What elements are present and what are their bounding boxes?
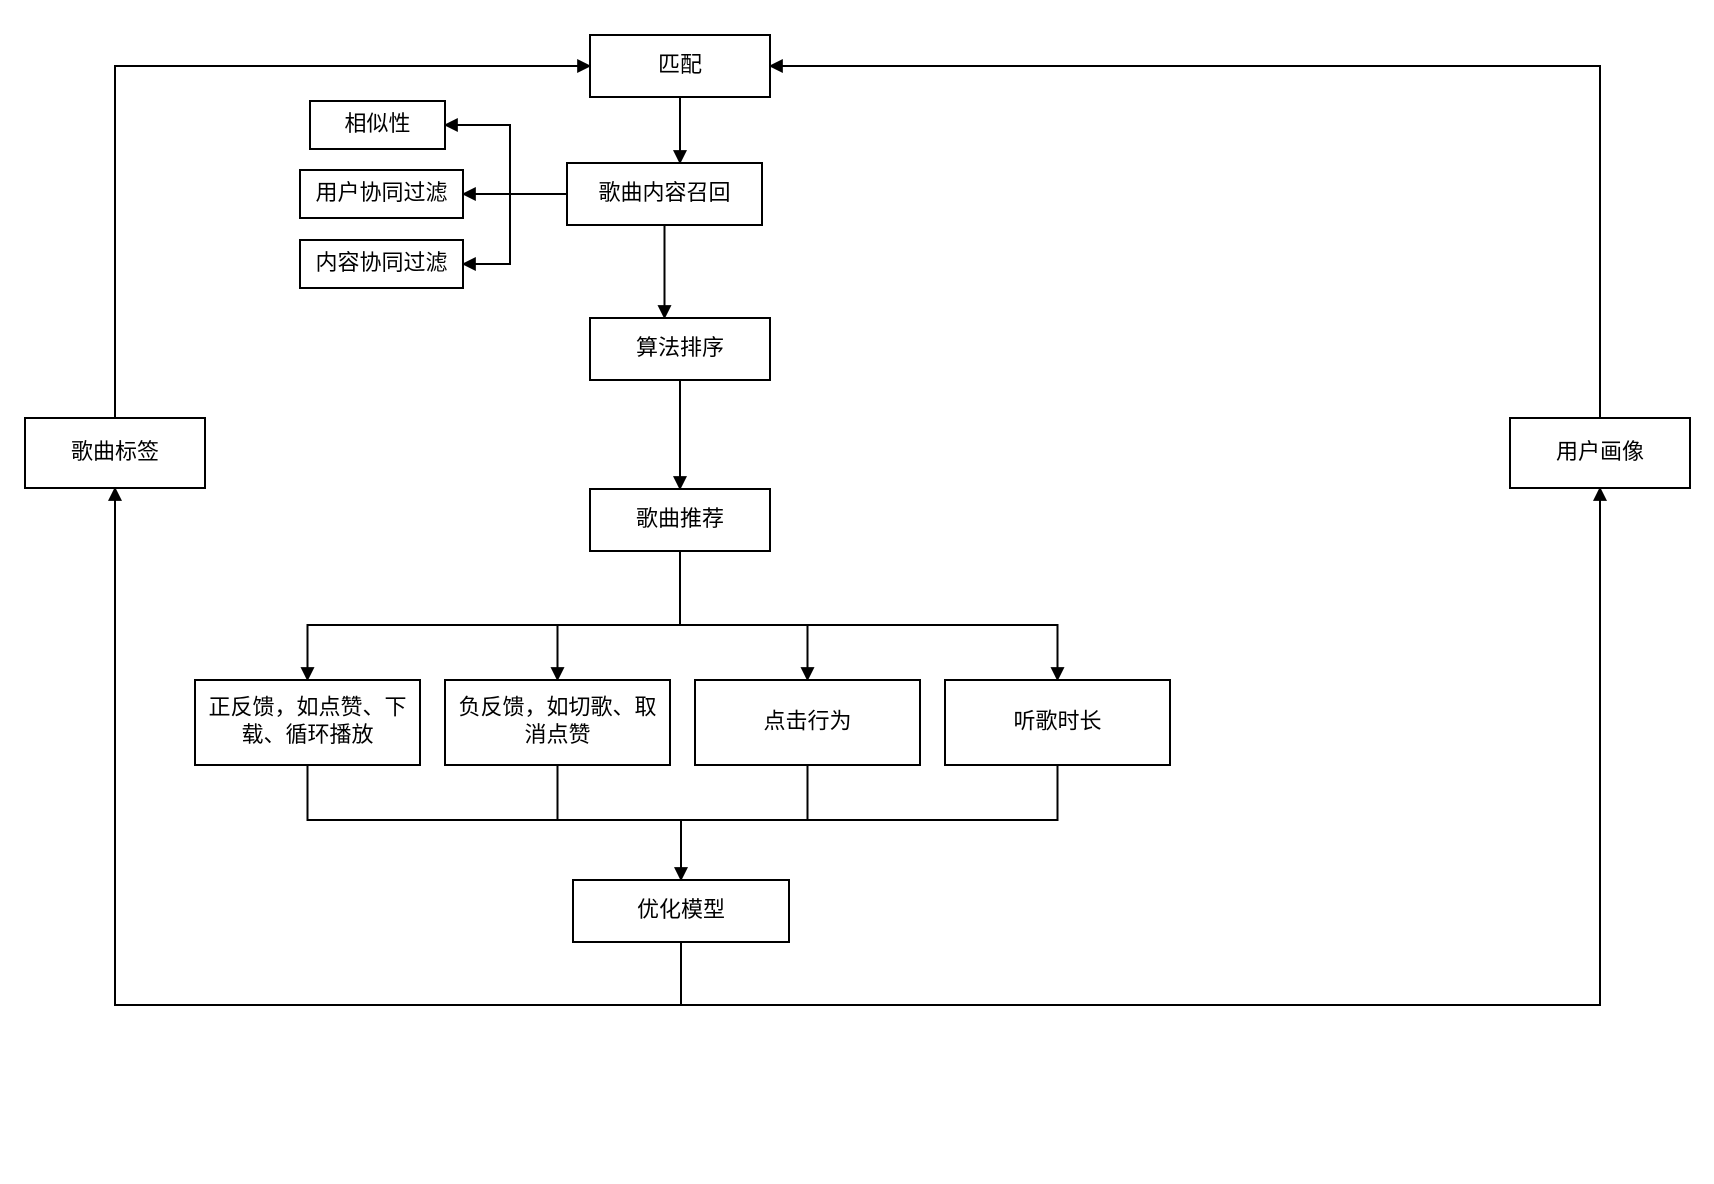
- flow-edge: [681, 765, 808, 820]
- flow-edge: [681, 765, 1058, 820]
- flow-edge: [308, 551, 681, 680]
- node-label: 内容协同过滤: [315, 250, 447, 275]
- node-label: 正反馈，如点赞、下: [208, 695, 406, 720]
- node-songtag: 歌曲标签: [25, 418, 205, 488]
- node-rec: 歌曲推荐: [590, 489, 770, 551]
- node-userportrait: 用户画像: [1510, 418, 1690, 488]
- flow-edge: [680, 551, 808, 680]
- flow-edge: [308, 765, 682, 820]
- node-sim: 相似性: [310, 101, 445, 149]
- flow-edge: [558, 551, 681, 680]
- node-rank: 算法排序: [590, 318, 770, 380]
- node-ucf: 用户协同过滤: [300, 170, 463, 218]
- node-label: 点击行为: [763, 708, 851, 733]
- flowchart-canvas: 匹配歌曲内容召回 相似性用户协同过滤内容协同过滤算法排序歌曲标签 用户画像歌曲推荐正…: [0, 0, 1714, 1184]
- flow-edge: [558, 765, 682, 820]
- node-label: 歌曲内容召回: [598, 180, 730, 205]
- node-pos: 正反馈，如点赞、下载、循环播放: [195, 680, 420, 765]
- node-label: 负反馈，如切歌、取: [458, 695, 656, 720]
- flow-edge: [680, 551, 1058, 680]
- node-label: 用户画像: [1556, 439, 1644, 464]
- node-label: 用户协同过滤: [315, 180, 447, 205]
- node-label: 载、循环播放: [241, 722, 373, 747]
- node-label: 相似性: [344, 111, 410, 136]
- node-label: 听歌时长: [1013, 708, 1101, 733]
- node-neg: 负反馈，如切歌、取消点赞: [445, 680, 670, 765]
- node-label: 歌曲标签: [71, 439, 159, 464]
- node-click: 点击行为: [695, 680, 920, 765]
- node-match: 匹配: [590, 35, 770, 97]
- node-recall: 歌曲内容召回: [567, 163, 762, 225]
- node-icf: 内容协同过滤: [300, 240, 463, 288]
- flow-edge: [770, 66, 1600, 418]
- node-label: 匹配: [658, 52, 702, 77]
- node-label: 消点赞: [524, 722, 590, 747]
- node-opt: 优化模型: [573, 880, 789, 942]
- node-label: 歌曲推荐: [636, 506, 724, 531]
- node-label: 算法排序: [636, 335, 724, 360]
- node-duration: 听歌时长: [945, 680, 1170, 765]
- flow-edge: [463, 194, 567, 264]
- node-label: 优化模型: [637, 897, 725, 922]
